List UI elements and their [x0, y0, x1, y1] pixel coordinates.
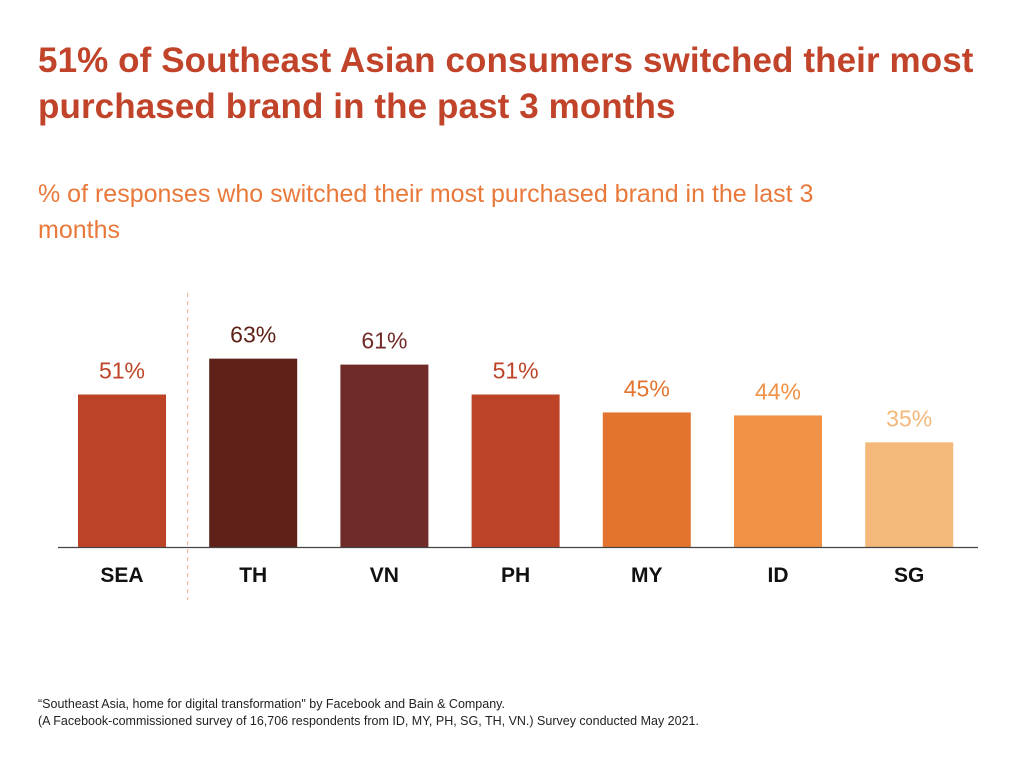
category-label-th: TH [239, 564, 267, 587]
data-label-th: 63% [230, 322, 276, 348]
data-label-sg: 35% [886, 405, 932, 431]
data-label-sea: 51% [99, 358, 145, 384]
chart-title: 51% of Southeast Asian consumers switche… [38, 41, 974, 126]
category-label-sg: SG [894, 564, 924, 587]
bar-sg [865, 442, 954, 547]
category-label-sea: SEA [100, 564, 143, 587]
bar-my [602, 412, 691, 547]
category-label-id: ID [768, 564, 789, 587]
footnote-line-1: “Southeast Asia, home for digital transf… [38, 697, 505, 711]
bar-vn [340, 364, 429, 547]
bar-id [734, 415, 822, 547]
category-label-ph: PH [501, 564, 530, 587]
bar-ph [471, 394, 560, 547]
data-label-id: 44% [755, 378, 801, 404]
data-label-ph: 51% [493, 358, 539, 384]
chart-subtitle: % of responses who switched their most p… [38, 180, 814, 244]
category-label-vn: VN [370, 564, 399, 587]
category-label-my: MY [631, 564, 663, 587]
data-label-my: 45% [624, 375, 670, 401]
source-footnote: “Southeast Asia, home for digital transf… [38, 696, 998, 730]
bar-th [209, 358, 298, 547]
bar-sea [78, 394, 166, 547]
footnote-line-2: (A Facebook-commissioned survey of 16,70… [38, 714, 699, 728]
data-label-vn: 61% [361, 328, 407, 354]
